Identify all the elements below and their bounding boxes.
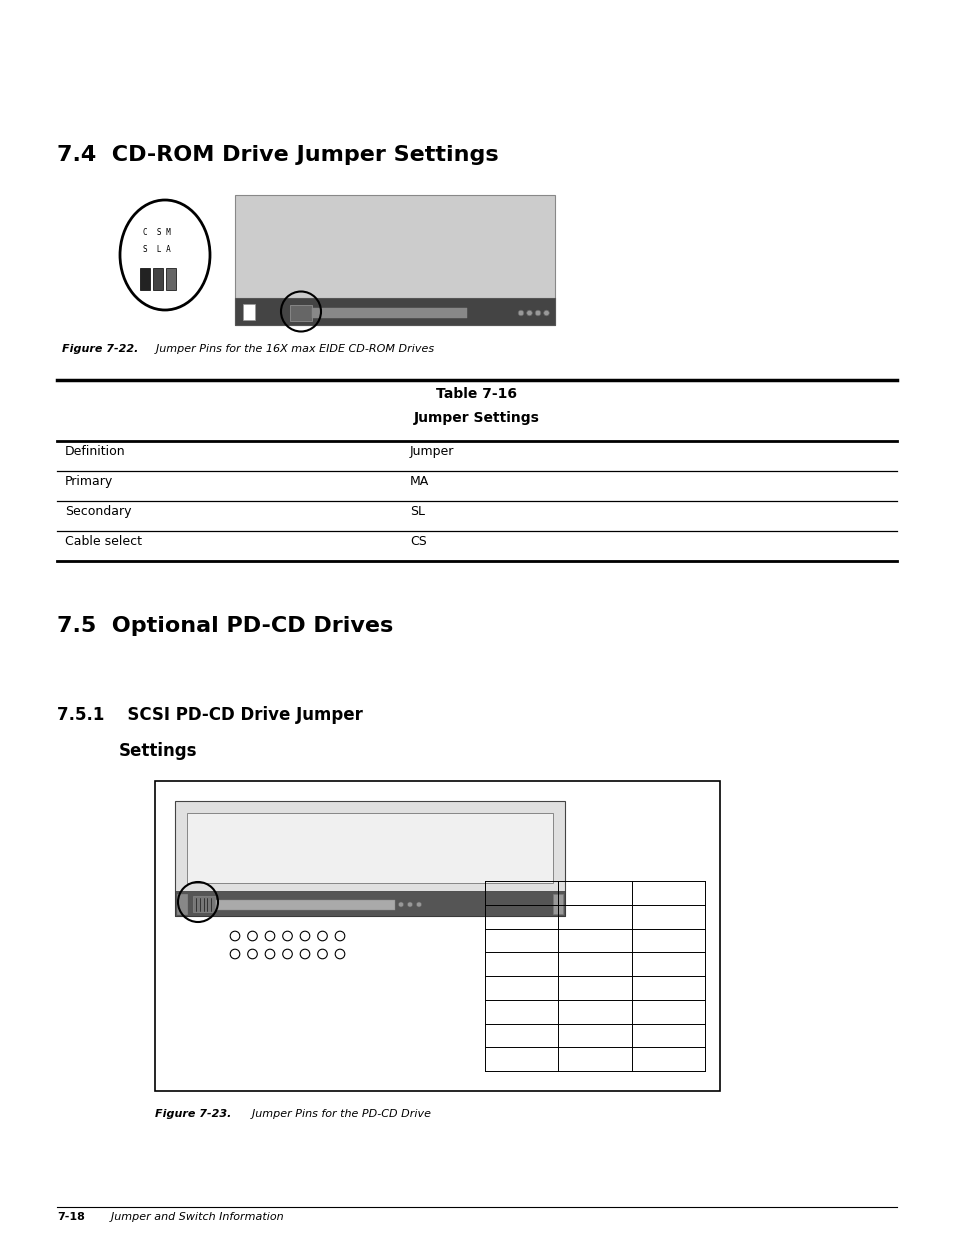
Ellipse shape xyxy=(120,200,210,310)
FancyBboxPatch shape xyxy=(174,802,564,916)
Text: Jumper Pins for the PD-CD Drive: Jumper Pins for the PD-CD Drive xyxy=(245,1109,431,1119)
Circle shape xyxy=(230,950,239,958)
Text: MA: MA xyxy=(410,475,429,488)
FancyBboxPatch shape xyxy=(214,900,395,910)
Text: Primary: Primary xyxy=(65,475,113,488)
Circle shape xyxy=(398,902,403,906)
FancyBboxPatch shape xyxy=(243,304,254,320)
FancyBboxPatch shape xyxy=(193,897,214,911)
Circle shape xyxy=(317,931,327,941)
Circle shape xyxy=(335,950,344,958)
Text: Jumper Pins for the 16X max EIDE CD-ROM Drives: Jumper Pins for the 16X max EIDE CD-ROM … xyxy=(149,345,434,354)
Circle shape xyxy=(407,902,412,906)
Text: Jumper: Jumper xyxy=(410,445,454,458)
Text: SL: SL xyxy=(410,505,424,517)
Text: Settings: Settings xyxy=(119,742,197,760)
Text: CS: CS xyxy=(410,535,426,548)
Text: Figure 7-22.: Figure 7-22. xyxy=(62,345,138,354)
Circle shape xyxy=(300,931,310,941)
Text: S  L A: S L A xyxy=(143,246,171,254)
Circle shape xyxy=(543,310,549,316)
Text: 7.5  Optional PD-CD Drives: 7.5 Optional PD-CD Drives xyxy=(57,616,393,636)
Text: Jumper and Switch Information: Jumper and Switch Information xyxy=(97,1212,284,1221)
FancyBboxPatch shape xyxy=(174,890,564,916)
Circle shape xyxy=(265,950,274,958)
Circle shape xyxy=(526,310,532,316)
Text: 7.4  CD-ROM Drive Jumper Settings: 7.4 CD-ROM Drive Jumper Settings xyxy=(57,144,498,165)
Circle shape xyxy=(317,950,327,958)
Text: 7-18: 7-18 xyxy=(57,1212,85,1221)
FancyBboxPatch shape xyxy=(290,305,312,321)
Text: Table 7-16: Table 7-16 xyxy=(436,387,517,401)
Circle shape xyxy=(517,310,523,316)
FancyBboxPatch shape xyxy=(140,268,150,290)
Text: C  S M: C S M xyxy=(143,228,171,237)
Text: Figure 7-23.: Figure 7-23. xyxy=(154,1109,232,1119)
FancyBboxPatch shape xyxy=(312,308,467,319)
Circle shape xyxy=(230,931,239,941)
FancyBboxPatch shape xyxy=(553,894,562,914)
Circle shape xyxy=(416,902,421,906)
Text: Jumper Settings: Jumper Settings xyxy=(414,411,539,425)
FancyBboxPatch shape xyxy=(234,195,555,325)
Circle shape xyxy=(335,931,344,941)
FancyBboxPatch shape xyxy=(187,813,553,883)
FancyBboxPatch shape xyxy=(154,781,720,1091)
Text: Definition: Definition xyxy=(65,445,126,458)
FancyBboxPatch shape xyxy=(234,298,555,325)
Circle shape xyxy=(248,950,257,958)
FancyBboxPatch shape xyxy=(166,268,175,290)
Circle shape xyxy=(535,310,540,316)
FancyBboxPatch shape xyxy=(152,268,163,290)
Text: Secondary: Secondary xyxy=(65,505,132,517)
Circle shape xyxy=(248,931,257,941)
Text: 7.5.1    SCSI PD-CD Drive Jumper: 7.5.1 SCSI PD-CD Drive Jumper xyxy=(57,706,363,724)
Text: Cable select: Cable select xyxy=(65,535,142,548)
FancyBboxPatch shape xyxy=(177,894,187,914)
Circle shape xyxy=(265,931,274,941)
